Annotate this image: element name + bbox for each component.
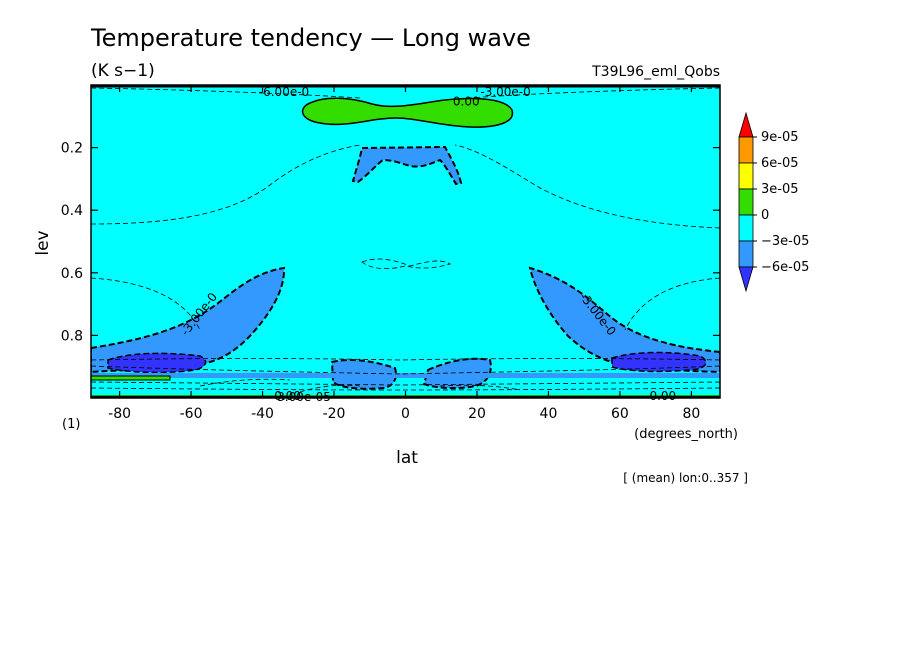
colorbar-label: −3e-05 xyxy=(761,234,809,249)
y-tick-label: 0.4 xyxy=(61,203,83,219)
colorbar-bottom-arrow xyxy=(738,266,754,293)
y-axis-label: lev xyxy=(33,230,53,255)
contour-label: -6.00e-0 xyxy=(259,85,309,99)
region-sh-diagonal-negative xyxy=(91,266,286,374)
x-tick-label: 60 xyxy=(611,406,629,422)
chart-units: (K s−1) xyxy=(91,61,155,81)
x-tick-label: 40 xyxy=(540,406,558,422)
y-tick-label: 0.6 xyxy=(61,266,83,282)
x-tick-label: -40 xyxy=(251,406,274,422)
footnote: [ (mean) lon:0..357 ] xyxy=(623,471,748,485)
x-tick-label: 80 xyxy=(682,406,700,422)
x-tick-label: -60 xyxy=(180,406,203,422)
contour-label: 0.00 xyxy=(453,95,480,109)
colorbar-label: 9e-05 xyxy=(761,130,799,145)
colorbar-segment xyxy=(738,240,754,268)
y-tick-label: 0.8 xyxy=(61,328,83,344)
y-axis-units: (1) xyxy=(62,417,80,432)
colorbar-segment xyxy=(738,162,754,190)
x-axis-units: (degrees_north) xyxy=(634,427,738,442)
y-axis: 0.2 0.4 0.6 0.8 xyxy=(61,141,720,344)
contour-label: -3.00e-0 xyxy=(480,85,530,99)
x-axis: -80 -60 -40 -20 0 20 40 60 80 xyxy=(108,85,700,422)
x-tick-label: -80 xyxy=(108,406,131,422)
run-label: T39L96_eml_Qobs xyxy=(591,64,720,80)
colorbar-segment xyxy=(738,136,754,164)
x-tick-label: 0 xyxy=(401,406,410,422)
chart-title: Temperature tendency — Long wave xyxy=(90,24,531,52)
region-nh-surface-strong-negative xyxy=(611,351,707,373)
surface-strip-green-left xyxy=(91,375,171,381)
x-axis-label: lat xyxy=(396,448,418,468)
x-tick-label: -20 xyxy=(323,406,346,422)
colorbar-label: 0 xyxy=(761,208,769,223)
dashed-contours xyxy=(91,87,720,393)
region-upper-center-negative xyxy=(351,145,463,186)
region-nh-diagonal-negative xyxy=(528,266,720,374)
y-tick-label: 0.2 xyxy=(61,141,83,157)
colorbar-segment xyxy=(738,188,754,216)
colorbar-label: 6e-05 xyxy=(761,156,799,171)
colorbar-label: −6e-05 xyxy=(761,260,809,275)
colorbar-label: 3e-05 xyxy=(761,182,799,197)
region-top-positive-band xyxy=(301,97,514,128)
colorbar-segment xyxy=(738,214,754,242)
colorbar-top-arrow xyxy=(738,111,754,138)
surface-strip-negative xyxy=(91,373,720,378)
x-tick-label: 20 xyxy=(468,406,486,422)
colorbar: 9e-05 6e-05 3e-05 0 −3e-05 −6e-05 xyxy=(738,111,809,293)
